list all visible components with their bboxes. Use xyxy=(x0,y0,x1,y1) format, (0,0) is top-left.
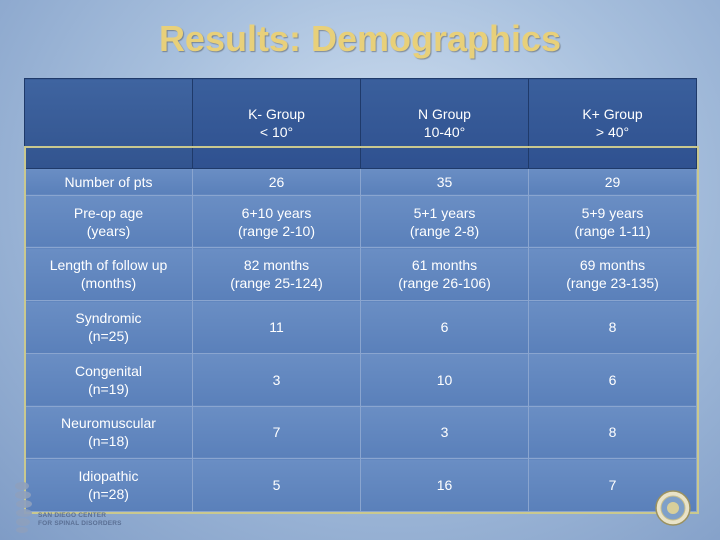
table-cell: 5+9 years (range 1-11) xyxy=(528,194,697,249)
cell-range: (range 1-11) xyxy=(574,222,651,239)
cell-value: 16 xyxy=(436,477,453,494)
table-cell: 29 xyxy=(528,167,697,196)
table-row: Congenital (n=19) 3 10 6 xyxy=(24,352,697,407)
table-row: Pre-op age (years) 6+10 years (range 2-10) 5… xyxy=(24,194,697,249)
table-body: Number of pts 26 35 29 Pre-op age (years) 6+10… xyxy=(24,167,697,512)
row-label-cell: Neuromuscular (n=18) xyxy=(24,405,193,460)
cell-value: 29 xyxy=(604,173,621,190)
table-row: Syndromic (n=25) 11 6 8 xyxy=(24,300,697,354)
cell-value: 7 xyxy=(608,477,617,494)
table-cell: 8 xyxy=(528,405,697,460)
header-group-name: N Group xyxy=(418,106,471,123)
row-sublabel: (years) xyxy=(86,222,131,239)
row-label: Syndromic xyxy=(75,310,142,326)
table-cell: 6+10 years (range 2-10) xyxy=(192,194,361,249)
slide-title: Results: Demographics xyxy=(158,18,562,59)
table-cell: 26 xyxy=(192,167,361,196)
table-header-row: K- Group < 10° N Group 10-40° K+ Group >… xyxy=(24,78,697,169)
logo-text: SAN DIEGO CENTER FOR SPINAL DISORDERS xyxy=(38,512,124,528)
cell-value: 5+9 years xyxy=(581,204,644,221)
table-row: Length of follow up (months) 82 months (ran… xyxy=(24,247,697,302)
cell-value: 5 xyxy=(272,477,281,494)
cell-range: (range 25-124) xyxy=(230,275,323,292)
cell-range: (range 26-106) xyxy=(398,275,491,292)
cell-value: 26 xyxy=(268,173,285,190)
table-row: Idiopathic (n=28) 5 16 7 xyxy=(24,458,697,512)
cell-value: 6 xyxy=(608,371,617,388)
cell-value: 35 xyxy=(436,173,453,190)
table-row: Neuromuscular (n=18) 7 3 8 xyxy=(24,405,697,460)
table-cell: 5 xyxy=(192,458,361,512)
table-cell: 6 xyxy=(360,300,529,354)
header-group-range: 10-40° xyxy=(423,124,466,141)
table-cell: 82 months (range 25-124) xyxy=(192,247,361,302)
row-label: Length of follow up xyxy=(49,257,168,274)
row-sublabel: (months) xyxy=(80,275,137,292)
row-label-cell: Length of follow up (months) xyxy=(24,247,193,302)
cell-range: (range 2-8) xyxy=(409,222,480,239)
table-cell: 69 months (range 23-135) xyxy=(528,247,697,302)
row-label-cell: Syndromic (n=25) xyxy=(24,300,193,354)
cell-value: 8 xyxy=(608,424,617,441)
cell-value: 8 xyxy=(608,319,617,335)
table-cell: 7 xyxy=(192,405,361,460)
table-cell: 16 xyxy=(360,458,529,512)
cell-value: 7 xyxy=(272,424,281,441)
demographics-table: K- Group < 10° N Group 10-40° K+ Group >… xyxy=(24,78,697,512)
cell-value: 11 xyxy=(269,319,284,335)
cell-value: 82 months xyxy=(243,257,310,274)
table-cell: 6 xyxy=(528,352,697,407)
header-group-name: K- Group xyxy=(248,106,305,123)
header-group-name: K+ Group xyxy=(582,106,643,123)
cell-value: 6 xyxy=(440,319,449,335)
row-label-cell: Pre-op age (years) xyxy=(24,194,193,249)
header-cell-k-minus: K- Group < 10° xyxy=(192,78,361,169)
row-sublabel: (n=28) xyxy=(88,486,129,503)
row-label: Number of pts xyxy=(64,173,153,190)
table-cell: 5+1 years (range 2-8) xyxy=(360,194,529,249)
cell-value: 5+1 years xyxy=(413,204,476,221)
cell-value: 6+10 years xyxy=(241,204,312,221)
row-label: Pre-op age xyxy=(73,204,144,221)
spine-logo-icon xyxy=(15,482,32,533)
cell-value: 69 months xyxy=(579,257,646,274)
cell-value: 61 months xyxy=(411,257,478,274)
header-cell-n: N Group 10-40° xyxy=(360,78,529,169)
header-group-range: > 40° xyxy=(595,124,630,141)
table-cell: 3 xyxy=(360,405,529,460)
table-cell: 8 xyxy=(528,300,697,354)
table-row: Number of pts 26 35 29 xyxy=(24,167,697,196)
row-label: Idiopathic xyxy=(78,468,139,485)
table-cell: 35 xyxy=(360,167,529,196)
header-corner-cell xyxy=(24,78,193,169)
table-cell: 11 xyxy=(192,300,361,354)
row-label: Neuromuscular xyxy=(61,415,156,432)
logo-line2: FOR SPINAL DISORDERS xyxy=(38,520,122,527)
cell-value: 10 xyxy=(436,371,453,388)
cell-range: (range 23-135) xyxy=(566,275,659,292)
row-label-cell: Number of pts xyxy=(24,167,193,196)
row-label: Congenital xyxy=(75,362,142,379)
row-sublabel: (n=25) xyxy=(88,328,129,344)
header-cell-k-plus: K+ Group > 40° xyxy=(528,78,697,169)
cell-value: 3 xyxy=(440,424,449,441)
table-cell: 61 months (range 26-106) xyxy=(360,247,529,302)
table-cell: 10 xyxy=(360,352,529,407)
row-label-cell: Idiopathic (n=28) xyxy=(24,458,193,512)
row-sublabel: (n=18) xyxy=(88,433,129,450)
header-group-range: < 10° xyxy=(259,124,294,141)
cell-range: (range 2-10) xyxy=(237,222,316,239)
row-label-cell: Congenital (n=19) xyxy=(24,352,193,407)
cell-value: 3 xyxy=(272,371,281,388)
logo-line1: SAN DIEGO CENTER xyxy=(38,512,107,519)
row-sublabel: (n=19) xyxy=(88,380,129,397)
table-cell: 3 xyxy=(192,352,361,407)
seal-icon xyxy=(655,490,691,526)
